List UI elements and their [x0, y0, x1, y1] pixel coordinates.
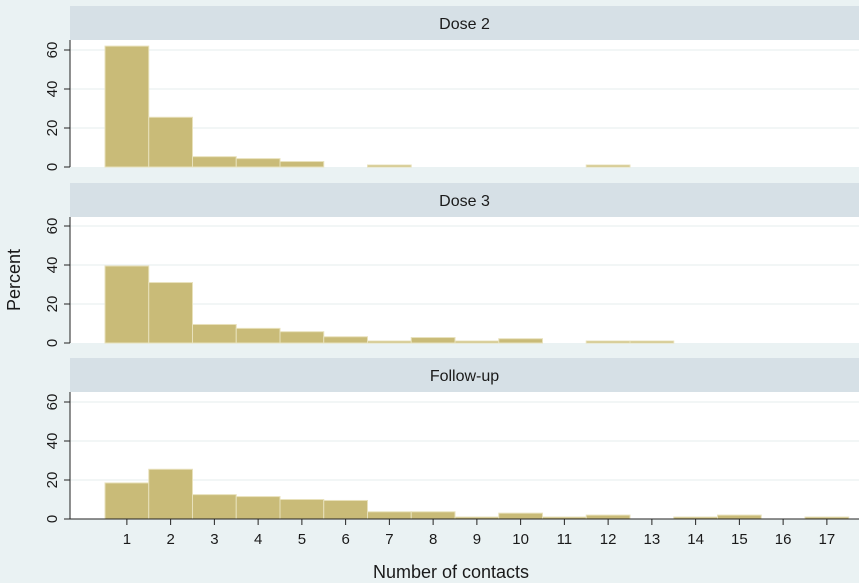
bar — [717, 514, 762, 520]
y-tick-label: 20 — [44, 296, 61, 313]
bar — [104, 45, 150, 168]
y-tick-label: 20 — [44, 472, 61, 489]
x-tick-label: 17 — [819, 531, 836, 548]
panel-strip — [70, 6, 859, 40]
x-axis: 1 2 3 4 5 6 7 8 9 10 11 12 13 14 15 16 17 — [70, 518, 859, 548]
x-tick-label: 4 — [254, 531, 262, 548]
x-tick-label: 15 — [731, 531, 748, 548]
bar — [235, 496, 281, 520]
x-tick-label: 13 — [644, 531, 661, 548]
x-tick-label: 7 — [385, 531, 393, 548]
y-tick-label: 60 — [44, 218, 61, 235]
y-tick-label: 0 — [44, 163, 61, 171]
panels-group: Dose 2 0 20 40 60 Dose 3 0 20 40 60 Follow-up 0 20 40… — [44, 6, 859, 523]
bar — [279, 161, 325, 168]
panel-strip — [70, 358, 859, 392]
bar — [367, 164, 412, 168]
bar — [498, 512, 543, 520]
x-tick-label: 11 — [557, 531, 573, 548]
bar — [367, 340, 412, 344]
y-tick-label: 60 — [44, 42, 61, 59]
bar — [192, 323, 237, 344]
x-tick-label: 6 — [341, 531, 349, 548]
panel-title: Dose 3 — [439, 193, 490, 210]
x-tick-label: 10 — [512, 531, 529, 548]
bar — [585, 340, 631, 344]
bar — [148, 116, 193, 168]
panel-strip — [70, 183, 859, 217]
bar — [323, 336, 368, 344]
panel-dose-3: Dose 3 0 20 40 60 — [44, 183, 859, 347]
y-tick-label: 0 — [44, 339, 61, 347]
bar — [192, 156, 237, 168]
bar — [498, 338, 543, 344]
panel-title: Follow-up — [430, 368, 499, 385]
y-tick-label: 20 — [44, 120, 61, 137]
bar — [323, 499, 368, 520]
bar — [585, 164, 631, 168]
bar — [410, 511, 456, 520]
x-tick-label: 1 — [123, 531, 131, 548]
y-tick-label: 40 — [44, 433, 61, 450]
bar — [279, 499, 325, 520]
bar — [235, 158, 281, 168]
x-tick-label: 16 — [775, 531, 792, 548]
y-tick-label: 0 — [44, 515, 61, 523]
x-tick-label: 12 — [600, 531, 617, 548]
x-tick-label: 8 — [429, 531, 437, 548]
bar — [192, 494, 237, 520]
panel-plot-area — [70, 40, 859, 167]
bar — [629, 340, 675, 344]
x-tick-label: 14 — [687, 531, 704, 548]
bar — [585, 514, 631, 520]
bar — [104, 265, 150, 344]
bar — [104, 482, 150, 520]
x-tick-label: 9 — [473, 531, 481, 548]
bar — [367, 511, 412, 520]
x-tick-label: 5 — [298, 531, 306, 548]
bar — [148, 468, 193, 520]
y-axis-title: Percent — [4, 249, 24, 311]
panel-follow-up: Follow-up 0 20 40 60 — [44, 358, 859, 523]
panel-dose-2: Dose 2 0 20 40 60 — [44, 6, 859, 171]
panel-title: Dose 2 — [439, 16, 490, 33]
bar — [279, 331, 325, 344]
y-tick-label: 60 — [44, 394, 61, 411]
panel-plot-area — [70, 217, 859, 343]
bar — [148, 282, 193, 344]
bar — [454, 340, 500, 344]
y-tick-label: 40 — [44, 81, 61, 98]
x-axis-title: Number of contacts — [373, 562, 529, 582]
x-tick-label: 2 — [166, 531, 174, 548]
x-tick-label: 3 — [210, 531, 218, 548]
y-tick-label: 40 — [44, 257, 61, 274]
bar — [410, 337, 456, 344]
bar — [235, 327, 281, 344]
